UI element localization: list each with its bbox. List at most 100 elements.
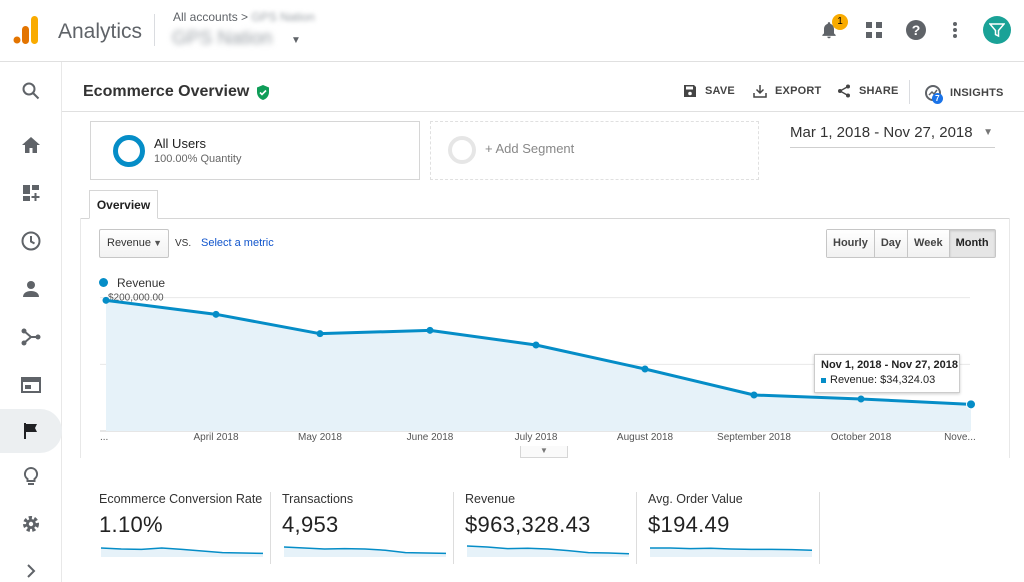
divider	[270, 492, 271, 564]
segment-title: All Users	[154, 136, 207, 151]
funnel-icon	[989, 23, 1005, 38]
tab-overview[interactable]: Overview	[89, 190, 158, 219]
behavior-icon[interactable]	[0, 363, 62, 407]
chart-panel	[80, 218, 1010, 458]
caret-down-icon[interactable]: ▼	[291, 35, 301, 46]
save-label: SAVE	[705, 85, 735, 97]
tooltip-value: Revenue: $34,324.03	[830, 374, 936, 386]
divider	[453, 492, 454, 564]
divider	[819, 492, 820, 564]
home-icon[interactable]	[0, 123, 62, 167]
help-icon[interactable]: ?	[904, 18, 928, 42]
customization-icon[interactable]	[0, 171, 62, 215]
granularity-week-button[interactable]: Week	[908, 230, 950, 257]
data-point	[316, 330, 324, 338]
insights-icon: 7	[924, 84, 943, 104]
sparkline-line	[100, 547, 264, 555]
legend-swatch	[99, 278, 108, 287]
sparkline	[283, 546, 447, 557]
segment-subtitle: 100.00% Quantity	[154, 153, 242, 165]
x-axis: ... April 2018 May 2018 June 2018 July 2018 A…	[100, 432, 1000, 446]
revenue-chart[interactable]: $200,000.00$100,000.00	[100, 293, 1000, 461]
breadcrumb-account[interactable]: GPS Nation	[251, 10, 315, 24]
segment-all-users[interactable]: All Users 100.00% Quantity	[90, 121, 420, 180]
breadcrumb-separator: >	[241, 10, 249, 24]
caret-down-icon: ▼	[153, 238, 162, 248]
avatar[interactable]	[983, 16, 1011, 44]
date-range-label: Mar 1, 2018 - Nov 27, 2018	[790, 124, 973, 141]
insights-label: INSIGHTS	[950, 87, 1004, 99]
expand-chevron-icon[interactable]	[0, 549, 62, 582]
account-selector[interactable]: GPS Nation	[172, 28, 273, 49]
date-range-picker[interactable]: Mar 1, 2018 - Nov 27, 2018 ▼	[790, 124, 995, 148]
apps-grid-icon[interactable]	[862, 18, 886, 42]
save-button[interactable]: SAVE	[683, 84, 735, 98]
breadcrumb-root[interactable]: All accounts	[173, 10, 238, 24]
report-content	[62, 111, 1024, 582]
add-segment-button[interactable]: + Add Segment	[430, 121, 759, 180]
share-button[interactable]: SHARE	[837, 84, 899, 98]
x-tick-label: Nove...	[944, 432, 976, 443]
realtime-clock-icon[interactable]	[0, 219, 62, 263]
legend-label: Revenue	[117, 276, 166, 290]
sparkline-line	[650, 547, 813, 551]
conversions-flag-icon[interactable]	[0, 409, 62, 453]
scorecard-avg-order-value[interactable]: Avg. Order Value $194.49	[648, 492, 743, 564]
divider	[909, 80, 910, 104]
audience-person-icon[interactable]	[0, 267, 62, 311]
sparkline	[100, 547, 264, 557]
scorecard-revenue[interactable]: Revenue $963,328.43	[465, 492, 591, 564]
divider	[154, 14, 155, 46]
acquisition-icon[interactable]	[0, 315, 62, 359]
data-point	[857, 395, 865, 403]
admin-gear-icon[interactable]	[0, 502, 62, 546]
notification-badge: 1	[832, 14, 848, 30]
granularity-hourly-button[interactable]: Hourly	[827, 230, 875, 257]
sparkline-area	[101, 548, 263, 557]
more-vert-icon[interactable]	[943, 18, 967, 42]
app-name: Analytics	[58, 20, 143, 43]
scorecard-transactions[interactable]: Transactions 4,953	[282, 492, 353, 564]
export-icon	[753, 85, 767, 98]
segment-ring-empty-icon	[448, 136, 476, 164]
verified-shield-icon	[257, 85, 269, 100]
sparkline-line	[466, 545, 630, 555]
scorecard-title: Avg. Order Value	[648, 492, 743, 506]
scorecard-value: $963,328.43	[465, 512, 591, 537]
data-point	[641, 365, 649, 373]
scorecard-value: 1.10%	[99, 512, 163, 537]
data-point	[212, 310, 220, 318]
sparkline	[466, 545, 630, 557]
export-button[interactable]: EXPORT	[753, 84, 821, 98]
breadcrumb[interactable]: All accounts > GPS Nation	[173, 10, 315, 24]
tooltip-swatch	[821, 377, 826, 383]
vs-label: VS.	[175, 238, 192, 249]
scorecard-value: 4,953	[282, 512, 339, 537]
x-tick-label: October 2018	[830, 432, 892, 443]
metric-select-value: Revenue	[107, 237, 152, 249]
x-tick-label: July 2018	[514, 432, 558, 443]
share-label: SHARE	[859, 85, 899, 97]
scorecard-conversion-rate[interactable]: Ecommerce Conversion Rate 1.10%	[99, 492, 262, 564]
scorecard-title: Revenue	[465, 492, 516, 506]
x-tick-label: ...	[100, 432, 109, 443]
sidebar	[0, 62, 62, 582]
insights-button[interactable]: 7 INSIGHTS	[924, 84, 1004, 104]
x-tick-label: April 2018	[193, 432, 239, 443]
tooltip-row: Revenue: $34,324.03	[821, 374, 953, 386]
search-icon[interactable]	[0, 69, 62, 113]
sparkline	[650, 547, 813, 557]
granularity-day-button[interactable]: Day	[874, 230, 909, 257]
x-tick-label: June 2018	[406, 432, 454, 443]
discover-lightbulb-icon[interactable]	[0, 455, 62, 499]
divider	[636, 492, 637, 564]
save-icon	[684, 85, 696, 97]
scorecard-value: $194.49	[648, 512, 730, 537]
scorecard-title: Ecommerce Conversion Rate	[99, 492, 263, 506]
chart-collapse-handle[interactable]: ▼	[520, 446, 568, 458]
select-metric-link[interactable]: Select a metric	[201, 237, 274, 249]
insights-badge: 7	[932, 93, 943, 104]
metric-select[interactable]: Revenue ▼	[99, 229, 169, 258]
analytics-logo[interactable]	[13, 16, 39, 44]
granularity-month-button[interactable]: Month	[949, 230, 995, 257]
